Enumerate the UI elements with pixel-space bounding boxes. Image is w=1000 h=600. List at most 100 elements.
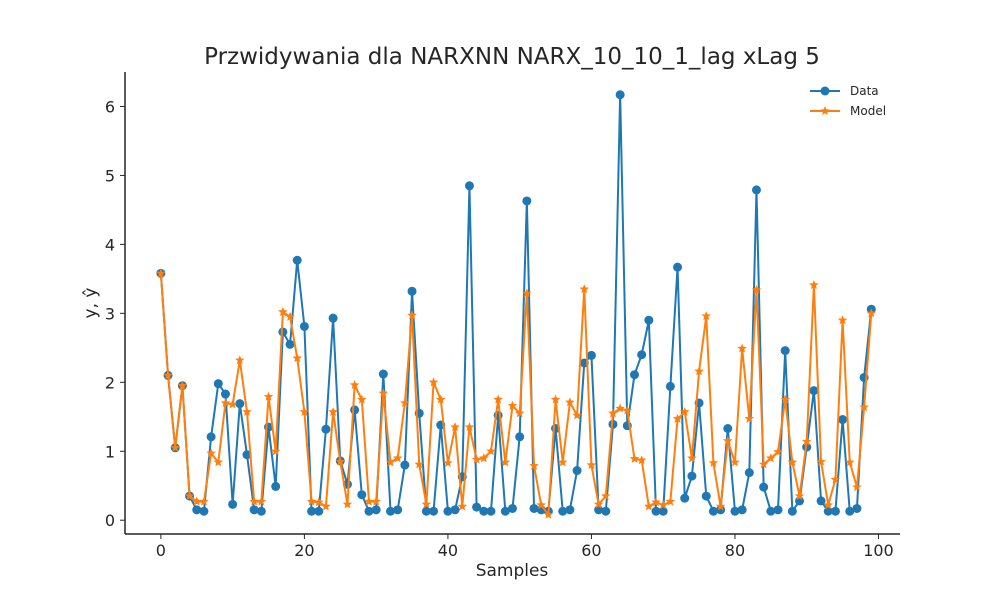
data-point-data [572,466,582,476]
data-point-model [177,380,188,390]
data-point-data [249,505,259,515]
data-point-model [608,408,618,418]
data-point-data [271,481,281,491]
data-point-data [637,350,647,360]
data-point-model [371,496,381,506]
data-point-data [773,505,783,515]
data-point-data [744,468,754,478]
data-point-data [629,370,639,380]
legend-label-model: Model [850,104,886,118]
data-point-model [758,459,769,469]
data-point-data [809,386,819,396]
data-point-model [220,397,231,408]
data-point-model [192,496,202,506]
data-point-data [522,196,532,206]
data-point-model [636,455,647,465]
data-point-data [228,499,238,509]
data-point-model [665,496,676,506]
data-point-data [529,503,539,513]
data-point-data [364,506,374,516]
data-point-data [780,346,790,356]
x-axis-title: Samples [476,561,549,581]
data-point-data [429,506,439,516]
data-point-model [852,482,862,492]
data-point-data [823,506,833,516]
data-point-model [313,497,324,507]
data-point-model [457,501,468,511]
data-point-data [292,255,302,265]
data-point-model [737,343,747,353]
data-point-model [235,355,245,365]
data-point-data [278,327,288,337]
data-point-data [479,506,489,516]
data-point-model [644,501,654,511]
data-point-model [744,413,755,423]
data-point-model [428,377,439,387]
data-point-model [378,388,389,398]
data-point-data [443,506,453,516]
data-point-data [328,313,338,323]
data-point-model [579,284,590,294]
chart-title: Przwidywania dla NARXNN NARX_10_10_1_lag… [204,44,820,70]
data-point-data [565,505,575,515]
data-point-model [263,391,274,401]
data-point-model [557,457,568,467]
data-point-model [701,311,712,321]
y-tick-label: 1 [105,442,115,461]
data-point-model [658,500,668,510]
data-point-model [766,453,776,463]
data-point-data [601,506,611,516]
x-ticks: 0 20 40 60 80 100 [156,534,894,560]
data-point-model [392,453,403,463]
data-point-model [184,491,195,501]
data-point-model [199,496,209,506]
data-point-model [364,496,374,506]
x-tick-label: 60 [581,541,601,560]
data-point-data [852,503,862,513]
data-point-model [823,500,833,510]
data-point-model [859,402,869,412]
data-point-model [349,380,360,390]
data-point-model [572,410,582,420]
data-point-model [479,453,489,463]
y-tick-label: 4 [105,235,115,254]
data-point-data [701,491,711,501]
data-point-model [794,491,805,501]
data-point-model [708,457,719,468]
legend-label-data: Data [850,84,879,98]
data-point-model [213,457,224,467]
data-point-model [866,308,877,318]
data-point-model [242,406,252,416]
data-point-data [256,506,266,516]
legend-marker-model [820,106,830,116]
data-point-model [780,394,790,404]
data-point-model [694,366,704,376]
y-tick-label: 2 [105,373,115,392]
data-point-data [708,506,718,516]
data-point-data [450,505,460,515]
data-point-data [830,506,840,516]
data-point-model [328,406,338,416]
data-point-data [299,321,309,331]
data-point-model [156,268,166,278]
data-point-model [529,460,539,470]
data-point-model [687,453,697,463]
series-model [156,268,877,519]
data-point-data [687,471,697,481]
data-point-model [471,454,482,464]
data-point-model [601,491,611,501]
data-point-model [514,408,525,418]
legend: Data Model [810,84,886,118]
data-point-model [421,499,432,509]
data-point-model [845,457,855,467]
data-point-model [593,499,604,509]
y-tick-label: 6 [105,97,115,116]
data-point-model [206,448,216,458]
data-point-model [622,405,633,415]
data-point-model [278,306,288,317]
data-point-model [615,403,625,413]
data-point-data [192,505,202,515]
data-point-data [235,399,245,409]
data-point-model [751,284,762,294]
